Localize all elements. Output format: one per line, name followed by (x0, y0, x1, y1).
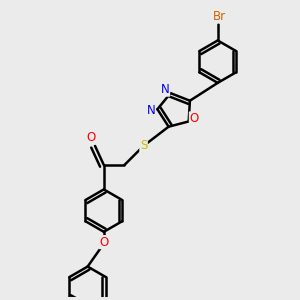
Text: N: N (161, 83, 170, 96)
Text: N: N (146, 104, 155, 117)
Text: O: O (189, 112, 199, 125)
Text: O: O (99, 236, 109, 249)
Text: O: O (86, 131, 95, 144)
Text: Br: Br (213, 10, 226, 23)
Text: S: S (140, 139, 147, 152)
